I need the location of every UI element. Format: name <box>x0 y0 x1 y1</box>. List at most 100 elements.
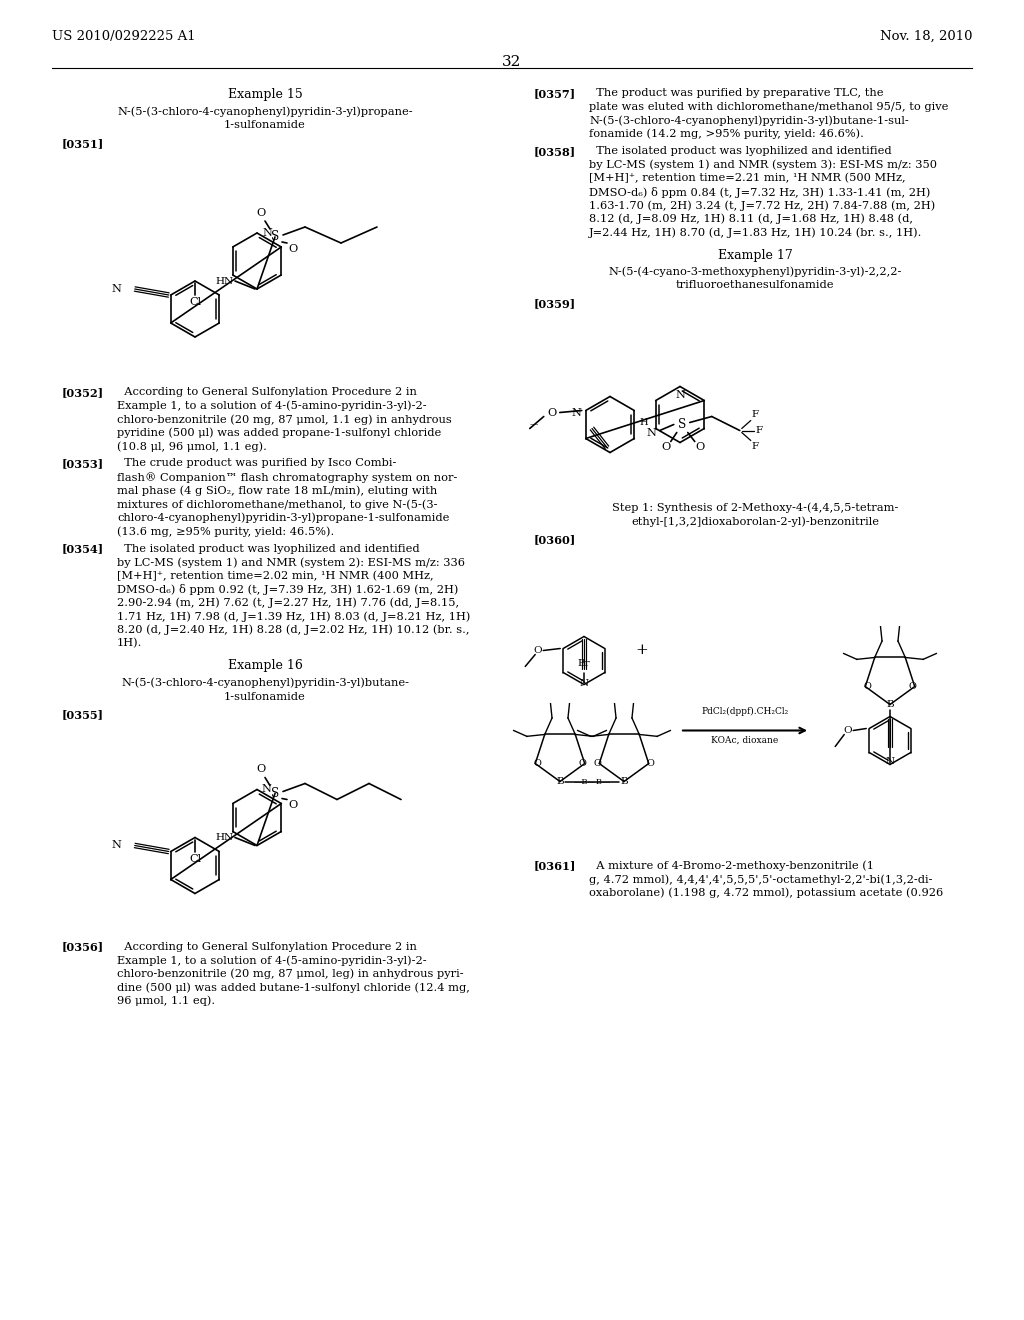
Text: O: O <box>662 441 671 451</box>
Text: mal phase (4 g SiO₂, flow rate 18 mL/min), eluting with: mal phase (4 g SiO₂, flow rate 18 mL/min… <box>117 486 437 496</box>
Text: B: B <box>556 777 564 785</box>
Text: (13.6 mg, ≥95% purity, yield: 46.5%).: (13.6 mg, ≥95% purity, yield: 46.5%). <box>117 525 334 536</box>
Text: [0352]: [0352] <box>62 387 104 399</box>
Text: S: S <box>678 418 686 432</box>
Text: DMSO-d₆) δ ppm 0.92 (t, J=7.39 Hz, 3H) 1.62-1.69 (m, 2H): DMSO-d₆) δ ppm 0.92 (t, J=7.39 Hz, 3H) 1… <box>117 583 459 595</box>
Text: Example 1, to a solution of 4-(5-amino-pyridin-3-yl)-2-: Example 1, to a solution of 4-(5-amino-p… <box>117 400 427 411</box>
Text: oxaborolane) (1.198 g, 4.72 mmol), potassium acetate (0.926: oxaborolane) (1.198 g, 4.72 mmol), potas… <box>589 887 943 898</box>
Text: Example 17: Example 17 <box>718 248 793 261</box>
Text: F: F <box>756 426 763 436</box>
Text: O: O <box>593 759 601 768</box>
Text: flash® Companion™ flash chromatography system on nor-: flash® Companion™ flash chromatography s… <box>117 473 458 483</box>
Text: O: O <box>695 441 705 451</box>
Text: O: O <box>547 408 556 417</box>
Text: [M+H]⁺, retention time=2.21 min, ¹H NMR (500 MHz,: [M+H]⁺, retention time=2.21 min, ¹H NMR … <box>589 173 905 183</box>
Text: —B—B—: —B—B— <box>573 777 610 785</box>
Text: N: N <box>580 678 589 688</box>
Text: [0356]: [0356] <box>62 941 104 953</box>
Text: 1-sulfonamide: 1-sulfonamide <box>224 120 306 129</box>
Text: N-(5-(3-chloro-4-cyanophenyl)pyridin-3-yl)butane-1-sul-: N-(5-(3-chloro-4-cyanophenyl)pyridin-3-y… <box>589 115 908 125</box>
Text: —: — <box>529 421 538 429</box>
Text: N-(5-(3-chloro-4-cyanophenyl)pyridin-3-yl)propane-: N-(5-(3-chloro-4-cyanophenyl)pyridin-3-y… <box>117 106 413 116</box>
Text: B: B <box>886 700 894 709</box>
Text: 1H).: 1H). <box>117 638 142 648</box>
Text: 1-sulfonamide: 1-sulfonamide <box>224 692 306 701</box>
Text: F: F <box>752 411 759 418</box>
Text: Br: Br <box>578 660 590 668</box>
Text: [0355]: [0355] <box>62 710 104 721</box>
Text: mixtures of dichloromethane/methanol, to give N-(5-(3-: mixtures of dichloromethane/methanol, to… <box>117 499 437 510</box>
Text: Step 1: Synthesis of 2-Methoxy-4-(4,4,5,5-tetram-: Step 1: Synthesis of 2-Methoxy-4-(4,4,5,… <box>611 503 898 513</box>
Text: The isolated product was lyophilized and identified: The isolated product was lyophilized and… <box>117 544 420 553</box>
Text: The isolated product was lyophilized and identified: The isolated product was lyophilized and… <box>589 147 892 156</box>
Text: H: H <box>639 418 648 426</box>
Text: [0357]: [0357] <box>534 88 577 99</box>
Text: by LC-MS (system 1) and NMR (system 3): ESI-MS m/z: 350: by LC-MS (system 1) and NMR (system 3): … <box>589 160 937 170</box>
Text: PdCl₂(dppf).CH₂Cl₂: PdCl₂(dppf).CH₂Cl₂ <box>701 706 788 715</box>
Text: chloro-benzonitrile (20 mg, 87 μmol, leg) in anhydrous pyri-: chloro-benzonitrile (20 mg, 87 μmol, leg… <box>117 969 464 979</box>
Text: KOAc, dioxane: KOAc, dioxane <box>712 735 778 744</box>
Text: Cl: Cl <box>189 297 201 308</box>
Text: pyridine (500 μl) was added propane-1-sulfonyl chloride: pyridine (500 μl) was added propane-1-su… <box>117 428 441 438</box>
Text: N: N <box>112 284 122 294</box>
Text: According to General Sulfonylation Procedure 2 in: According to General Sulfonylation Proce… <box>117 941 417 952</box>
Text: S: S <box>271 231 280 243</box>
Text: N: N <box>647 428 656 437</box>
Text: A mixture of 4-Bromo-2-methoxy-benzonitrile (1: A mixture of 4-Bromo-2-methoxy-benzonitr… <box>589 861 874 871</box>
Text: N: N <box>112 841 122 850</box>
Text: S: S <box>271 787 280 800</box>
Text: N: N <box>571 408 581 417</box>
Text: B: B <box>621 777 628 785</box>
Text: +: + <box>636 644 648 657</box>
Text: 96 μmol, 1.1 eq).: 96 μmol, 1.1 eq). <box>117 995 215 1006</box>
Text: Example 16: Example 16 <box>227 660 302 672</box>
Text: [0358]: [0358] <box>534 147 577 157</box>
Text: [0361]: [0361] <box>534 861 577 871</box>
Text: N-(5-(3-chloro-4-cyanophenyl)pyridin-3-yl)butane-: N-(5-(3-chloro-4-cyanophenyl)pyridin-3-y… <box>121 677 409 688</box>
Text: O: O <box>534 759 542 768</box>
Text: O: O <box>843 726 852 735</box>
Text: [0354]: [0354] <box>62 544 104 554</box>
Text: The product was purified by preparative TLC, the: The product was purified by preparative … <box>589 88 884 98</box>
Text: [0360]: [0360] <box>534 535 577 545</box>
Text: by LC-MS (system 1) and NMR (system 2): ESI-MS m/z: 336: by LC-MS (system 1) and NMR (system 2): … <box>117 557 465 568</box>
Text: N: N <box>675 391 685 400</box>
Text: [M+H]⁺, retention time=2.02 min, ¹H NMR (400 MHz,: [M+H]⁺, retention time=2.02 min, ¹H NMR … <box>117 570 433 581</box>
Text: trifluoroethanesulfonamide: trifluoroethanesulfonamide <box>676 281 835 290</box>
Text: [0359]: [0359] <box>534 298 577 309</box>
Text: O: O <box>908 682 916 692</box>
Text: chloro-4-cyanophenyl)pyridin-3-yl)propane-1-sulfonamide: chloro-4-cyanophenyl)pyridin-3-yl)propan… <box>117 512 450 523</box>
Text: According to General Sulfonylation Procedure 2 in: According to General Sulfonylation Proce… <box>117 387 417 397</box>
Text: 8.12 (d, J=8.09 Hz, 1H) 8.11 (d, J=1.68 Hz, 1H) 8.48 (d,: 8.12 (d, J=8.09 Hz, 1H) 8.11 (d, J=1.68 … <box>589 214 913 224</box>
Text: O: O <box>647 759 654 768</box>
Text: dine (500 μl) was added butane-1-sulfonyl chloride (12.4 mg,: dine (500 μl) was added butane-1-sulfony… <box>117 982 470 993</box>
Text: O: O <box>289 244 298 253</box>
Text: The crude product was purified by Isco Combi-: The crude product was purified by Isco C… <box>117 458 396 469</box>
Text: Example 15: Example 15 <box>227 88 302 102</box>
Text: HN: HN <box>216 276 234 285</box>
Text: chloro-benzonitrile (20 mg, 87 μmol, 1.1 eg) in anhydrous: chloro-benzonitrile (20 mg, 87 μmol, 1.1… <box>117 414 452 425</box>
Text: 1.71 Hz, 1H) 7.98 (d, J=1.39 Hz, 1H) 8.03 (d, J=8.21 Hz, 1H): 1.71 Hz, 1H) 7.98 (d, J=1.39 Hz, 1H) 8.0… <box>117 611 470 622</box>
Text: J=2.44 Hz, 1H) 8.70 (d, J=1.83 Hz, 1H) 10.24 (br. s., 1H).: J=2.44 Hz, 1H) 8.70 (d, J=1.83 Hz, 1H) 1… <box>589 227 923 238</box>
Text: plate was eluted with dichloromethane/methanol 95/5, to give: plate was eluted with dichloromethane/me… <box>589 102 948 111</box>
Text: fonamide (14.2 mg, >95% purity, yield: 46.6%).: fonamide (14.2 mg, >95% purity, yield: 4… <box>589 128 864 139</box>
Text: N: N <box>262 228 272 238</box>
Text: O: O <box>579 759 587 768</box>
Text: N: N <box>886 756 895 766</box>
Text: 8.20 (d, J=2.40 Hz, 1H) 8.28 (d, J=2.02 Hz, 1H) 10.12 (br. s.,: 8.20 (d, J=2.40 Hz, 1H) 8.28 (d, J=2.02 … <box>117 624 469 635</box>
Text: O: O <box>532 645 542 655</box>
Text: HN: HN <box>216 833 234 842</box>
Text: 32: 32 <box>503 55 521 69</box>
Text: O: O <box>256 209 265 218</box>
Text: (10.8 μl, 96 μmol, 1.1 eg).: (10.8 μl, 96 μmol, 1.1 eg). <box>117 441 267 451</box>
Text: Nov. 18, 2010: Nov. 18, 2010 <box>880 30 972 44</box>
Text: F: F <box>752 442 759 451</box>
Text: [0353]: [0353] <box>62 458 104 470</box>
Text: [0351]: [0351] <box>62 139 104 149</box>
Text: O: O <box>289 800 298 810</box>
Text: DMSO-d₆) δ ppm 0.84 (t, J=7.32 Hz, 3H) 1.33-1.41 (m, 2H): DMSO-d₆) δ ppm 0.84 (t, J=7.32 Hz, 3H) 1… <box>589 186 931 198</box>
Text: 1.63-1.70 (m, 2H) 3.24 (t, J=7.72 Hz, 2H) 7.84-7.88 (m, 2H): 1.63-1.70 (m, 2H) 3.24 (t, J=7.72 Hz, 2H… <box>589 201 935 211</box>
Text: N-(5-(4-cyano-3-methoxyphenyl)pyridin-3-yl)-2,2,2-: N-(5-(4-cyano-3-methoxyphenyl)pyridin-3-… <box>608 267 902 277</box>
Text: N: N <box>261 784 271 795</box>
Text: Cl: Cl <box>189 854 201 863</box>
